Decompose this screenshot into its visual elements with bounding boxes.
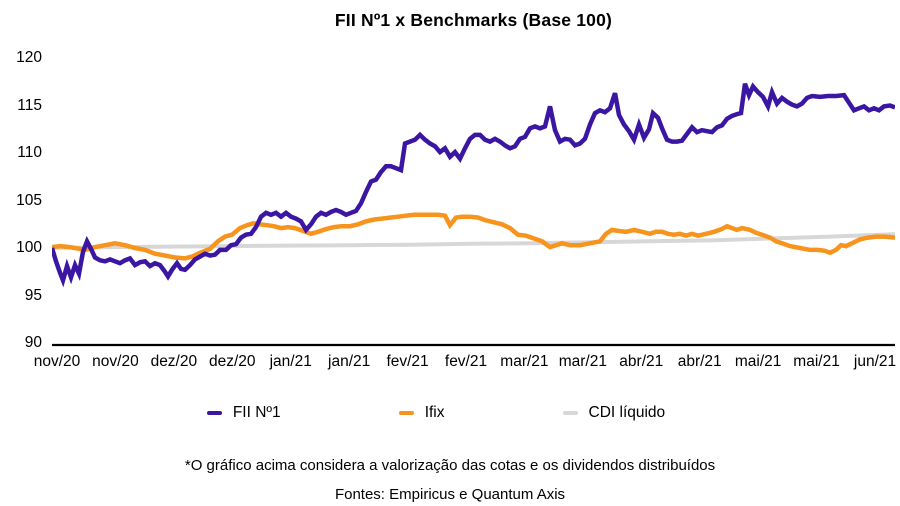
x-tick-label: fev/21 <box>386 353 429 370</box>
x-tick-label: mai/21 <box>734 353 782 370</box>
legend-line-marker-icon <box>206 411 222 415</box>
x-tick-label: dez/20 <box>209 353 256 370</box>
footnote-disclaimer: *O gráfico acima considera a valorização… <box>184 457 716 474</box>
legend-label: CDI líquido <box>588 404 666 421</box>
x-tick-label: abr/21 <box>677 353 722 370</box>
legend-item-cdi-l-quido: CDI líquido <box>562 404 666 422</box>
legend-line-marker-icon <box>398 411 414 415</box>
series-line-ifix <box>52 212 895 261</box>
x-tick-label: mai/21 <box>793 353 840 370</box>
legend-item-ifix: Ifix <box>398 404 445 422</box>
x-tick-label: mar/21 <box>558 353 607 370</box>
y-tick-label: 115 <box>17 96 42 114</box>
x-axis: nov/20 nov/20 dez/20 dez/20 jan/21 jan/21 fev/… <box>0 352 900 372</box>
x-tick-label: dez/20 <box>150 353 198 370</box>
series-line-cdi-l-quido <box>52 232 895 250</box>
chart-title: FII Nº1 x Benchmarks (Base 100) <box>334 10 613 30</box>
y-tick-label: 95 <box>24 286 42 304</box>
series-line-fii-n-1 <box>52 82 895 288</box>
x-tick-label: abr/21 <box>619 353 664 370</box>
x-tick-label: jan/21 <box>328 353 371 370</box>
x-tick-label: fev/21 <box>444 353 488 370</box>
plot-area <box>52 48 895 350</box>
y-tick-label: 110 <box>17 144 42 161</box>
legend: FII Nº1 Ifix CDI líquido <box>0 404 886 422</box>
y-tick-label: 105 <box>16 191 42 209</box>
legend-line-marker-icon <box>562 411 578 415</box>
legend-label: Ifix <box>424 404 445 421</box>
legend-label: FII Nº1 <box>232 404 281 421</box>
legend-item-fii-n-1: FII Nº1 <box>206 404 281 422</box>
x-tick-label: jun/21 <box>853 353 897 370</box>
x-tick-label: jan/21 <box>269 353 312 370</box>
x-tick-label: nov/20 <box>92 353 139 370</box>
plot-svg <box>52 82 895 347</box>
x-tick-label: nov/20 <box>33 353 81 370</box>
y-tick-label: 90 <box>24 334 42 351</box>
y-axis: 120 115 110 105 100 95 90 <box>0 0 44 380</box>
y-tick-label: 100 <box>16 239 42 256</box>
y-tick-label: 120 <box>16 49 42 66</box>
x-tick-label: mar/21 <box>500 353 549 370</box>
footnote-sources: Fontes: Empiricus e Quantum Axis <box>334 486 566 503</box>
